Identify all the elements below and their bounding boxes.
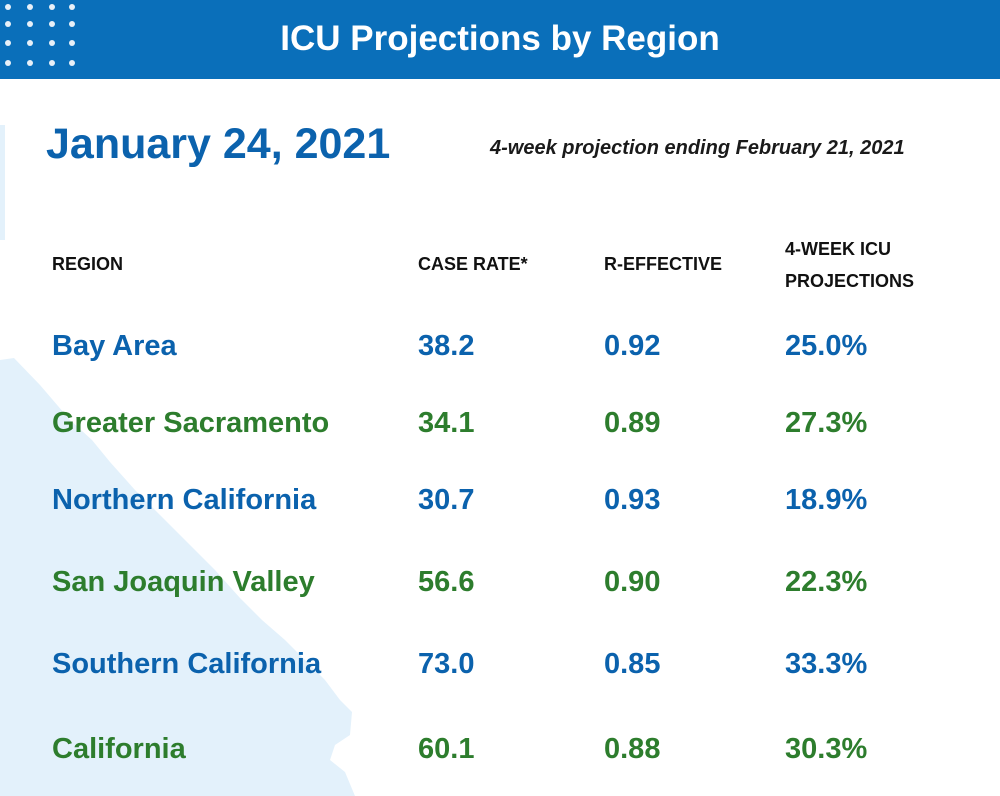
cell-icu-projection: 27.3% xyxy=(785,407,868,439)
cell-region: California xyxy=(52,733,186,765)
cell-case-rate: 34.1 xyxy=(418,407,475,439)
cell-case-rate: 73.0 xyxy=(418,648,475,680)
column-header-icu-projections: 4-WEEK ICU PROJECTIONS xyxy=(785,233,914,297)
cell-region: San Joaquin Valley xyxy=(52,566,315,598)
header-bar: ICU Projections by Region xyxy=(0,0,1000,79)
cell-icu-projection: 22.3% xyxy=(785,566,868,598)
cell-r-effective: 0.90 xyxy=(604,566,661,598)
cell-r-effective: 0.89 xyxy=(604,407,661,439)
cell-r-effective: 0.92 xyxy=(604,330,661,362)
cell-case-rate: 56.6 xyxy=(418,566,475,598)
report-date: January 24, 2021 xyxy=(46,120,391,168)
cell-r-effective: 0.85 xyxy=(604,648,661,680)
cell-icu-projection: 30.3% xyxy=(785,733,868,765)
cell-region: Bay Area xyxy=(52,330,177,362)
cell-r-effective: 0.93 xyxy=(604,484,661,516)
cell-region: Southern California xyxy=(52,648,322,680)
column-header-r-effective: R-EFFECTIVE xyxy=(604,254,723,274)
cell-icu-projection: 18.9% xyxy=(785,484,868,516)
column-header-icu-line2: PROJECTIONS xyxy=(785,271,915,291)
map-shape xyxy=(0,358,355,796)
cell-case-rate: 30.7 xyxy=(418,484,475,516)
cell-r-effective: 0.88 xyxy=(604,733,661,765)
dot-pattern-icon xyxy=(5,4,75,66)
projection-subtitle: 4-week projection ending February 21, 20… xyxy=(490,137,905,159)
page-title: ICU Projections by Region xyxy=(280,19,720,58)
cell-icu-projection: 33.3% xyxy=(785,648,868,680)
cell-icu-projection: 25.0% xyxy=(785,330,868,362)
cell-case-rate: 60.1 xyxy=(418,733,475,765)
cell-region: Northern California xyxy=(52,484,317,516)
map-edge xyxy=(0,125,5,240)
column-header-icu-line1: 4-WEEK ICU xyxy=(785,239,892,259)
column-header-region: REGION xyxy=(52,254,124,274)
cell-case-rate: 38.2 xyxy=(418,330,475,362)
cell-region: Greater Sacramento xyxy=(52,407,330,439)
column-header-case-rate: CASE RATE* xyxy=(418,254,528,274)
